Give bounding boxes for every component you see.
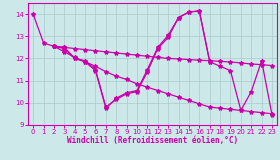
X-axis label: Windchill (Refroidissement éolien,°C): Windchill (Refroidissement éolien,°C) [67, 136, 238, 145]
